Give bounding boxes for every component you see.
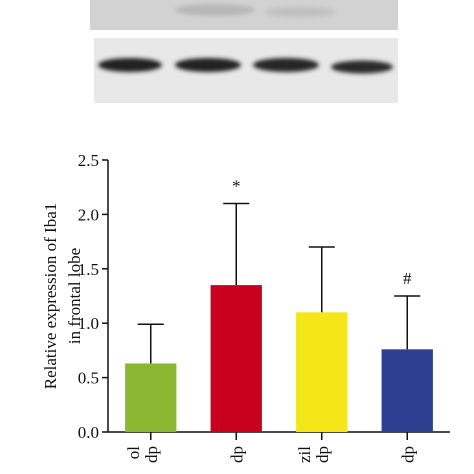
x-tick-label: dp xyxy=(227,446,246,463)
significance-mark: # xyxy=(403,269,412,288)
blot-panel xyxy=(90,0,398,30)
y-tick-label: 1.5 xyxy=(78,260,99,279)
blot-band xyxy=(175,4,255,16)
blot-band xyxy=(331,60,393,74)
x-tick-label: zil xyxy=(295,446,314,463)
significance-mark: * xyxy=(232,177,241,196)
bar xyxy=(125,363,177,432)
y-tick-label: 2.0 xyxy=(78,205,99,224)
blot-band xyxy=(175,58,241,72)
x-tick-label: dp xyxy=(313,446,332,463)
y-tick-label: 2.5 xyxy=(78,151,99,170)
x-tick-label: dp xyxy=(398,446,417,463)
bar xyxy=(210,285,262,432)
blot-band xyxy=(253,58,319,72)
bar xyxy=(296,312,348,432)
blot-band xyxy=(265,7,335,17)
x-tick-label: dp xyxy=(142,446,161,463)
western-blot xyxy=(90,0,398,103)
y-axis-label: Relative expression of Iba1 xyxy=(41,203,60,389)
y-tick-label: 0.5 xyxy=(78,369,99,388)
y-axis-label: in frontal lobe xyxy=(65,248,84,344)
y-tick-label: 0.0 xyxy=(78,423,99,442)
x-tick-label: ol xyxy=(124,446,143,460)
blot-band xyxy=(98,58,162,72)
y-tick-label: 1.0 xyxy=(78,314,99,333)
bar xyxy=(381,349,433,432)
